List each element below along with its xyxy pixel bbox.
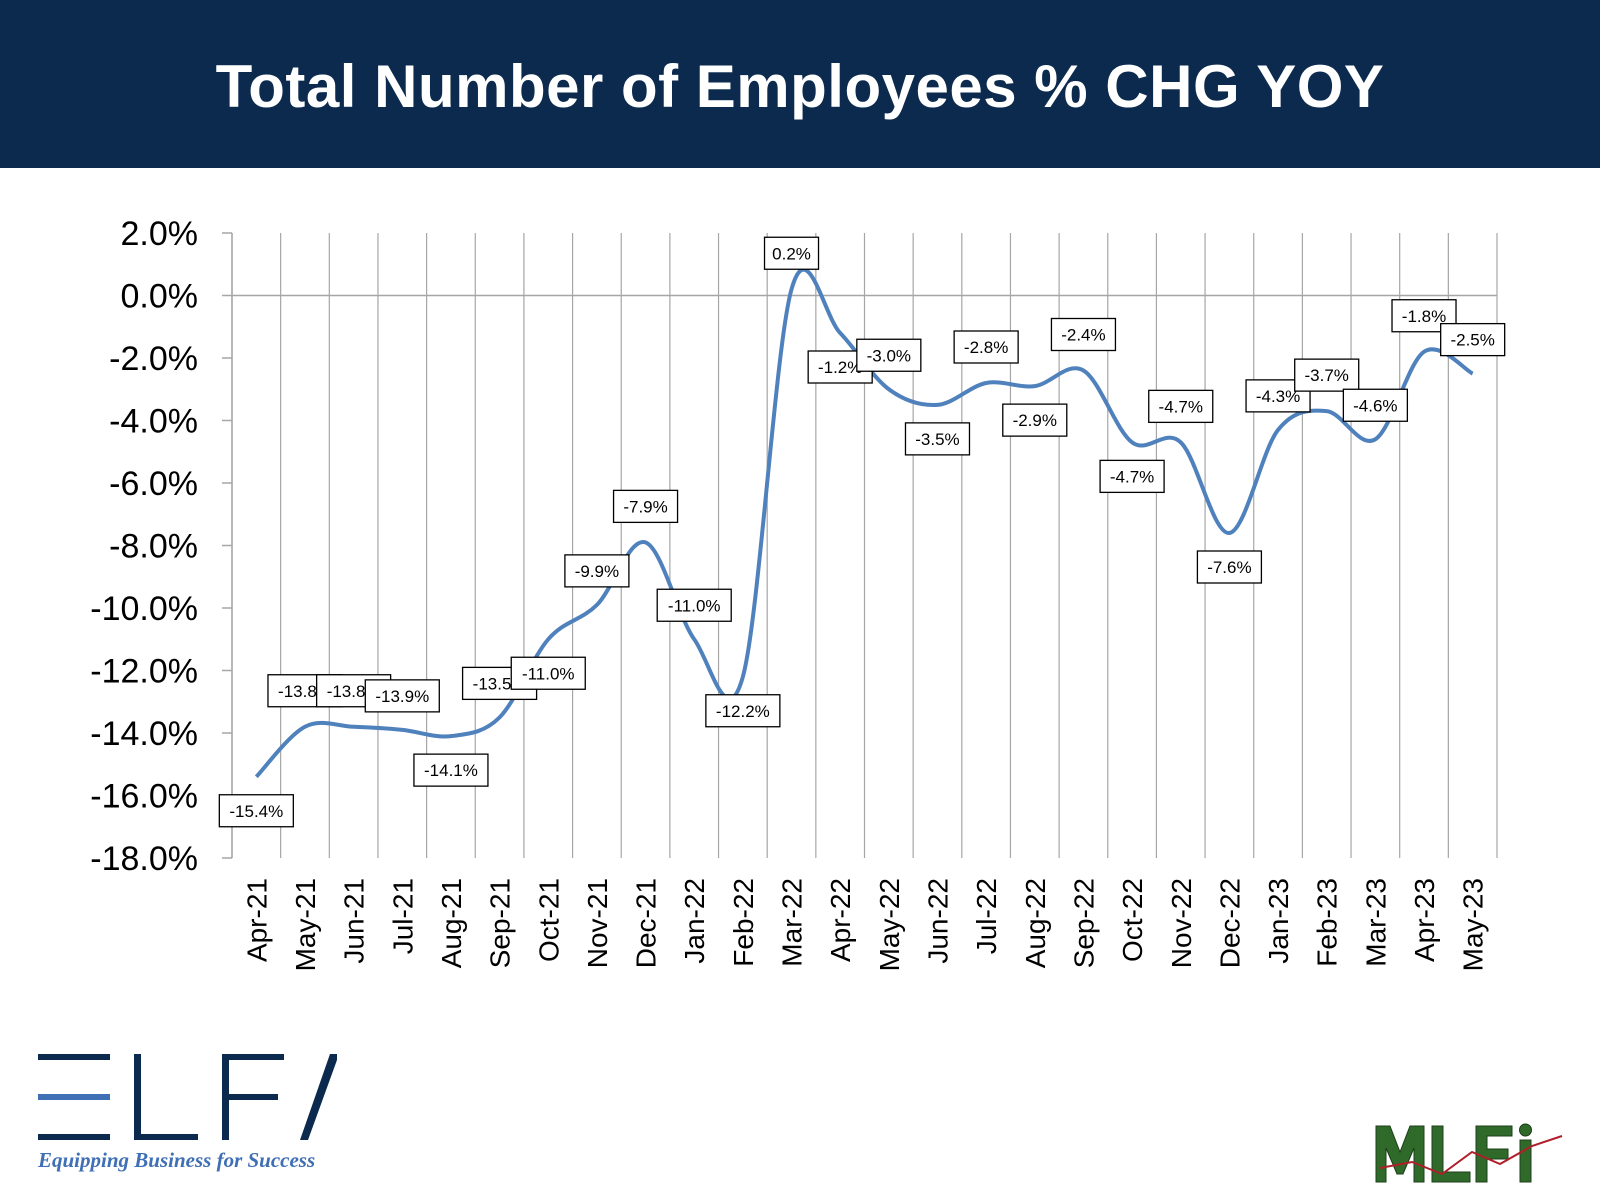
svg-text:-3.7%: -3.7% — [1305, 366, 1349, 385]
svg-text:-2.5%: -2.5% — [1450, 331, 1494, 350]
data-label: -13.9% — [364, 679, 440, 713]
vertical-gridlines — [231, 233, 1498, 858]
x-tick-label: Nov-21 — [582, 878, 613, 968]
svg-text:-1.8%: -1.8% — [1402, 307, 1446, 326]
data-label: -12.2% — [705, 694, 781, 728]
x-tick-label: Aug-21 — [436, 878, 467, 968]
series-line — [254, 267, 1474, 779]
svg-text:-14.1%: -14.1% — [424, 761, 478, 780]
svg-text:-3.5%: -3.5% — [915, 430, 959, 449]
y-tick-label: -12.0% — [90, 653, 198, 691]
y-tick-label: 2.0% — [121, 215, 199, 253]
svg-text:-1.2%: -1.2% — [818, 358, 862, 377]
x-tick-label: Dec-22 — [1214, 878, 1245, 968]
data-label: -2.8% — [953, 330, 1019, 364]
x-tick-label: Sep-21 — [485, 878, 516, 968]
y-tick-label: -2.0% — [109, 340, 198, 378]
y-axis: 2.0% 0.0% -2.0% -4.0% -6.0% -8.0% -10.0% -12.0%… — [90, 215, 233, 878]
svg-text:-11.0%: -11.0% — [668, 596, 721, 615]
svg-text:-13.9%: -13.9% — [375, 687, 429, 706]
x-tick-label: May-23 — [1458, 878, 1489, 971]
svg-text:-2.8%: -2.8% — [964, 338, 1008, 357]
x-tick-label: Feb-22 — [728, 878, 759, 967]
x-tick-label: Apr-21 — [241, 878, 272, 962]
x-tick-label: Jan-22 — [679, 878, 710, 964]
data-label: -15.4% — [218, 794, 294, 828]
svg-text:-2.4%: -2.4% — [1061, 326, 1105, 345]
x-tick-label: Jul-22 — [971, 878, 1002, 954]
svg-text:-3.0%: -3.0% — [867, 346, 911, 365]
x-tick-label: Oct-21 — [533, 878, 564, 962]
data-labels: -15.4%-13.8%-13.8%-13.9%-14.1%-13.5%-11.… — [218, 236, 1506, 828]
data-label: -4.3% — [1245, 379, 1311, 413]
svg-text:0.2%: 0.2% — [772, 244, 811, 263]
employees-yoy-line-chart: 2.0% 0.0% -2.0% -4.0% -6.0% -8.0% -10.0% -12.0%… — [90, 215, 1506, 971]
svg-text:-4.3%: -4.3% — [1256, 387, 1300, 406]
data-label: -3.5% — [904, 422, 971, 456]
x-tick-label: Feb-23 — [1312, 878, 1343, 967]
elfa-logo-mark — [38, 1054, 337, 1140]
data-label: -11.0% — [510, 656, 586, 690]
data-label: -11.0% — [656, 588, 732, 622]
x-tick-label: Mar-22 — [777, 878, 808, 967]
y-tick-label: -16.0% — [90, 778, 198, 816]
x-tick-label: Oct-22 — [1117, 878, 1148, 962]
data-label: -2.5% — [1440, 322, 1506, 357]
x-tick-label: Apr-23 — [1409, 878, 1440, 962]
data-label: -14.1% — [413, 753, 489, 787]
y-tick-label: -6.0% — [109, 465, 198, 503]
x-tick-label: Jun-22 — [922, 878, 953, 964]
x-tick-label: Dec-21 — [631, 878, 662, 968]
data-label: -2.4% — [1050, 317, 1117, 352]
svg-text:-2.9%: -2.9% — [1013, 411, 1057, 430]
svg-text:-7.9%: -7.9% — [623, 497, 667, 516]
data-label: -2.9% — [1002, 403, 1068, 437]
x-tick-label: Apr-22 — [825, 878, 856, 962]
data-label: -4.7% — [1099, 459, 1165, 494]
x-tick-label: Mar-23 — [1360, 878, 1391, 967]
y-tick-label: -18.0% — [90, 840, 198, 878]
svg-text:-4.7%: -4.7% — [1159, 397, 1203, 416]
elfa-logo: Equipping Business for Success — [34, 1040, 344, 1180]
title-banner: Total Number of Employees % CHG YOY — [0, 0, 1600, 168]
elfa-tagline: Equipping Business for Success — [38, 1148, 316, 1172]
data-label: -7.6% — [1196, 550, 1263, 584]
x-tick-label: Aug-22 — [1020, 878, 1051, 968]
svg-text:-15.4%: -15.4% — [229, 802, 283, 821]
x-tick-label: Nov-22 — [1166, 878, 1197, 968]
svg-text:-7.6%: -7.6% — [1207, 558, 1251, 577]
svg-text:-11.0%: -11.0% — [522, 664, 575, 683]
y-tick-label: -10.0% — [90, 590, 198, 628]
page-title: Total Number of Employees % CHG YOY — [215, 53, 1385, 120]
svg-text:-9.9%: -9.9% — [575, 562, 619, 581]
x-tick-label: Sep-22 — [1068, 878, 1099, 968]
svg-text:-12.2%: -12.2% — [716, 702, 770, 721]
y-tick-label: 0.0% — [121, 278, 199, 316]
svg-text:-4.6%: -4.6% — [1353, 396, 1397, 415]
x-tick-label: May-21 — [290, 878, 321, 971]
x-tick-label: May-22 — [874, 878, 905, 971]
x-tick-label: Jul-21 — [387, 878, 418, 954]
data-label: -3.7% — [1294, 358, 1360, 392]
x-axis: Apr-21 May-21 Jun-21 Jul-21 Aug-21 Sep-21 Oct-… — [241, 878, 1488, 971]
y-tick-label: -8.0% — [109, 528, 198, 566]
y-tick-label: -4.0% — [109, 403, 198, 441]
svg-text:-4.7%: -4.7% — [1110, 467, 1154, 486]
y-tick-label: -14.0% — [90, 715, 198, 753]
data-label: -4.6% — [1342, 388, 1409, 422]
data-label: -7.9% — [612, 489, 679, 524]
data-label: 0.2% — [763, 236, 820, 270]
x-tick-label: Jan-23 — [1263, 878, 1294, 964]
data-label: -9.9% — [564, 554, 630, 588]
data-label: -3.0% — [856, 338, 922, 372]
x-tick-label: Jun-21 — [339, 878, 370, 964]
data-label: -4.7% — [1148, 389, 1214, 424]
mlfi-logo — [1375, 1123, 1563, 1183]
